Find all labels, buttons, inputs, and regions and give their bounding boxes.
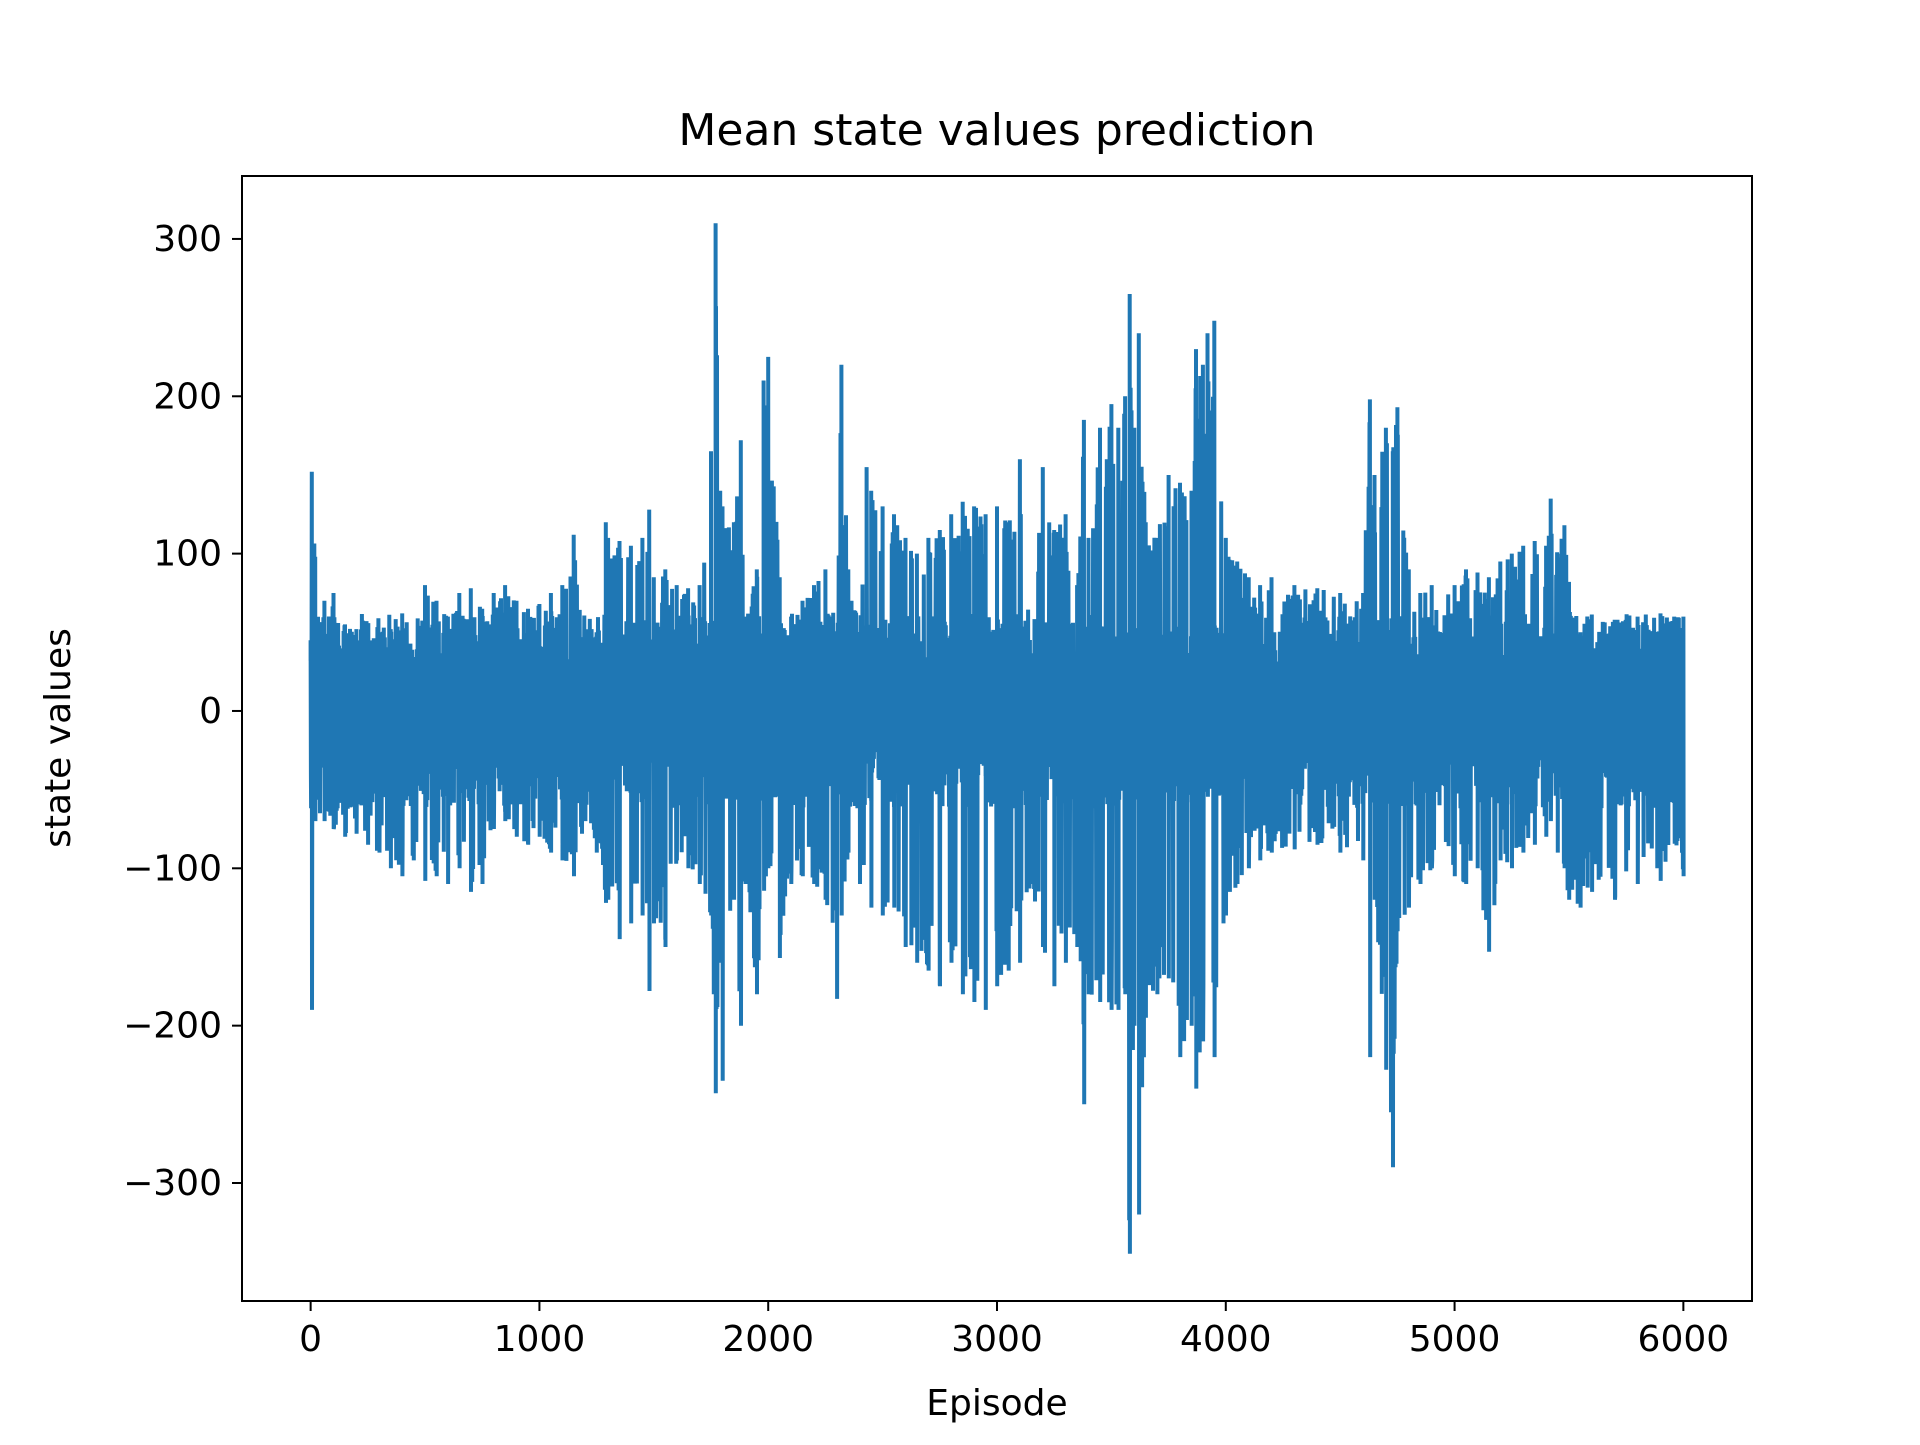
x-tick-label: 3000	[951, 1319, 1043, 1360]
x-tick-label: 4000	[1180, 1319, 1272, 1360]
x-tick-label: 2000	[722, 1319, 814, 1360]
y-tick-label: −100	[123, 848, 222, 889]
y-tick-label: 0	[199, 691, 222, 732]
y-axis-label: state values	[38, 628, 79, 848]
x-axis-ticks: 0 1000 2000 3000 4000 5000 6000	[299, 1301, 1729, 1360]
plot-area	[308, 223, 1686, 1254]
y-tick-label: 300	[153, 219, 222, 260]
y-tick-label: −200	[123, 1006, 222, 1047]
chart-title: Mean state values prediction	[678, 105, 1315, 156]
series-line	[308, 223, 1686, 1254]
series-layer	[308, 223, 1686, 1254]
x-tick-label: 6000	[1638, 1319, 1730, 1360]
x-tick-label: 5000	[1409, 1319, 1501, 1360]
y-axis-ticks: −300 −200 −100 0 100 200 300	[123, 219, 242, 1204]
x-tick-label: 1000	[494, 1319, 586, 1360]
y-tick-label: −300	[123, 1163, 222, 1204]
y-tick-label: 200	[153, 376, 222, 417]
x-axis-label: Episode	[926, 1383, 1067, 1424]
y-tick-label: 100	[153, 534, 222, 575]
x-tick-label: 0	[299, 1319, 322, 1360]
